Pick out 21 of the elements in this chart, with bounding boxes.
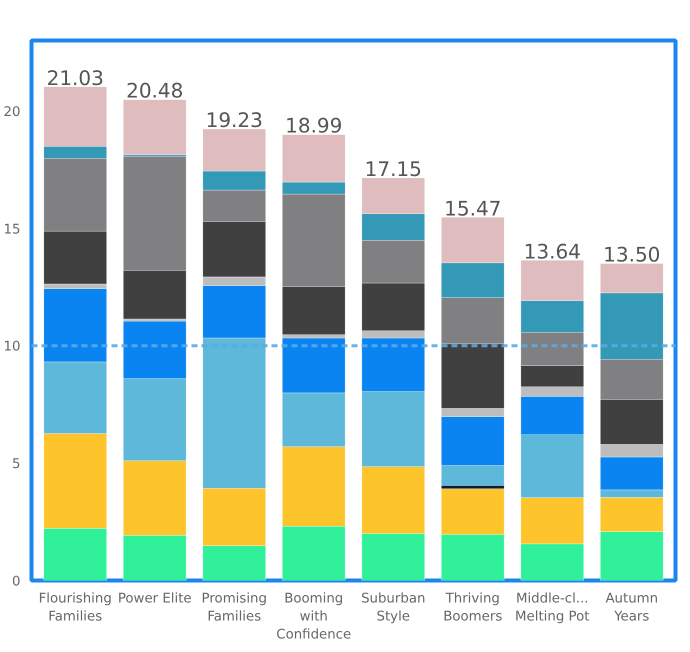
y-tick-label: 10 xyxy=(4,340,21,355)
x-tick-label: Autumn Years xyxy=(605,592,658,624)
x-tick-label: Promising Families xyxy=(202,592,267,624)
y-tick-label: 5 xyxy=(12,457,21,472)
total-label: 18.99 xyxy=(285,114,342,138)
x-tick-label: Power Elite xyxy=(118,592,192,606)
x-tick-label: Thriving Boomers xyxy=(443,592,502,624)
x-tick-label: Middle-cl... Melting Pot xyxy=(515,592,590,624)
total-label: 13.50 xyxy=(603,242,660,267)
total-label: 21.03 xyxy=(46,66,104,90)
y-tick-label: 15 xyxy=(4,222,21,238)
total-label: 19.23 xyxy=(206,108,263,132)
x-tick-label: Flourishing Families xyxy=(38,592,112,624)
x-tick-label: Suburban Style xyxy=(361,592,426,624)
total-label: 15.47 xyxy=(444,196,502,220)
total-label: 20.48 xyxy=(126,78,184,103)
y-tick-label: 0 xyxy=(12,574,21,590)
total-label: 13.64 xyxy=(524,239,581,264)
x-tick-label: Booming with Confidence xyxy=(276,592,352,642)
y-tick-label: 20 xyxy=(4,104,21,120)
total-label: 17.15 xyxy=(364,156,422,181)
